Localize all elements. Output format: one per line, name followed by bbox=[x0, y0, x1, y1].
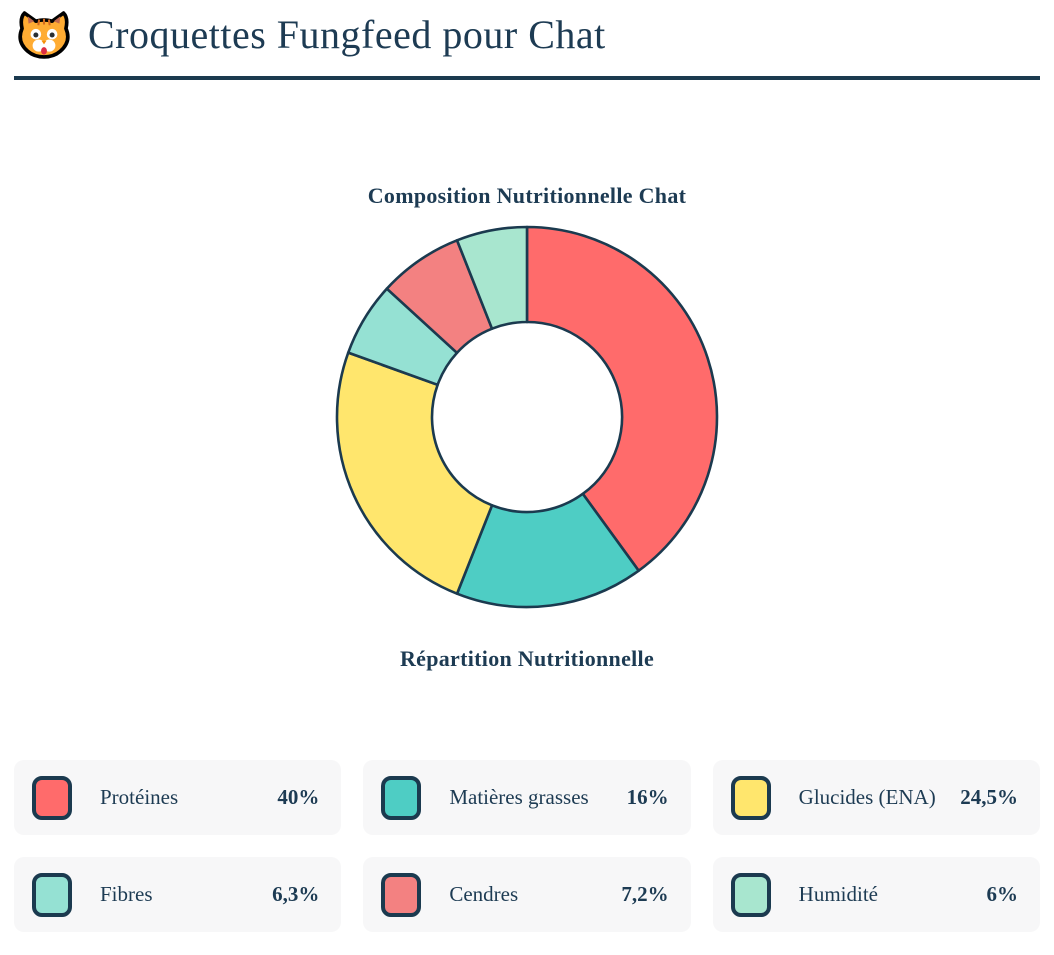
legend-color-swatch bbox=[730, 872, 771, 917]
legend-label: Matières grasses bbox=[449, 785, 589, 809]
header-divider bbox=[14, 76, 1040, 80]
legend-value: 24,5% bbox=[960, 785, 1018, 809]
legend-color-swatch bbox=[32, 872, 72, 917]
legend-color-swatch bbox=[381, 775, 422, 820]
legend-value: 16% bbox=[626, 785, 669, 809]
legend-color-swatch bbox=[381, 872, 422, 917]
legend-label: Fibres bbox=[100, 882, 153, 906]
donut-segment-humidit- bbox=[455, 225, 529, 330]
legend-value: 6% bbox=[986, 882, 1019, 906]
legend-color-swatch bbox=[730, 775, 771, 820]
legend: Protéines 40% Matières grasses 16% Gluci… bbox=[14, 760, 1040, 932]
cat-face-icon bbox=[18, 11, 70, 59]
chart-title: Composition Nutritionnelle Chat bbox=[367, 183, 687, 208]
chart-section: Composition Nutritionnelle Chat Répartit… bbox=[0, 183, 1054, 672]
legend-label: Glucides (ENA) bbox=[798, 785, 936, 809]
legend-label: Protéines bbox=[100, 785, 179, 809]
legend-item-humidit-: Humidité 6% bbox=[712, 857, 1040, 932]
legend-item-glucides-ena-: Glucides (ENA) 24,5% bbox=[712, 760, 1040, 835]
donut-svg bbox=[335, 225, 719, 609]
donut-segment-mati-res-grasses bbox=[455, 492, 640, 609]
legend-label: Cendres bbox=[449, 882, 519, 906]
donut-segment-prot-ines bbox=[525, 225, 719, 573]
page-title: Croquettes Fungfeed pour Chat bbox=[88, 12, 606, 57]
legend-value: 7,2% bbox=[621, 882, 669, 906]
chart-subtitle: Répartition Nutritionnelle bbox=[399, 646, 655, 671]
legend-value: 6,3% bbox=[272, 882, 320, 906]
legend-item-mati-res-grasses: Matières grasses 16% bbox=[363, 760, 691, 835]
legend-item-prot-ines: Protéines 40% bbox=[14, 760, 342, 835]
legend-label: Humidité bbox=[798, 882, 878, 906]
legend-item-fibres: Fibres 6,3% bbox=[14, 857, 342, 932]
legend-item-cendres: Cendres 7,2% bbox=[363, 857, 691, 932]
donut-segment-glucides-ena- bbox=[335, 351, 494, 595]
legend-color-swatch bbox=[32, 775, 72, 820]
header: Croquettes Fungfeed pour Chat bbox=[0, 0, 1054, 60]
legend-value: 40% bbox=[277, 785, 320, 809]
donut-chart bbox=[0, 221, 1054, 618]
